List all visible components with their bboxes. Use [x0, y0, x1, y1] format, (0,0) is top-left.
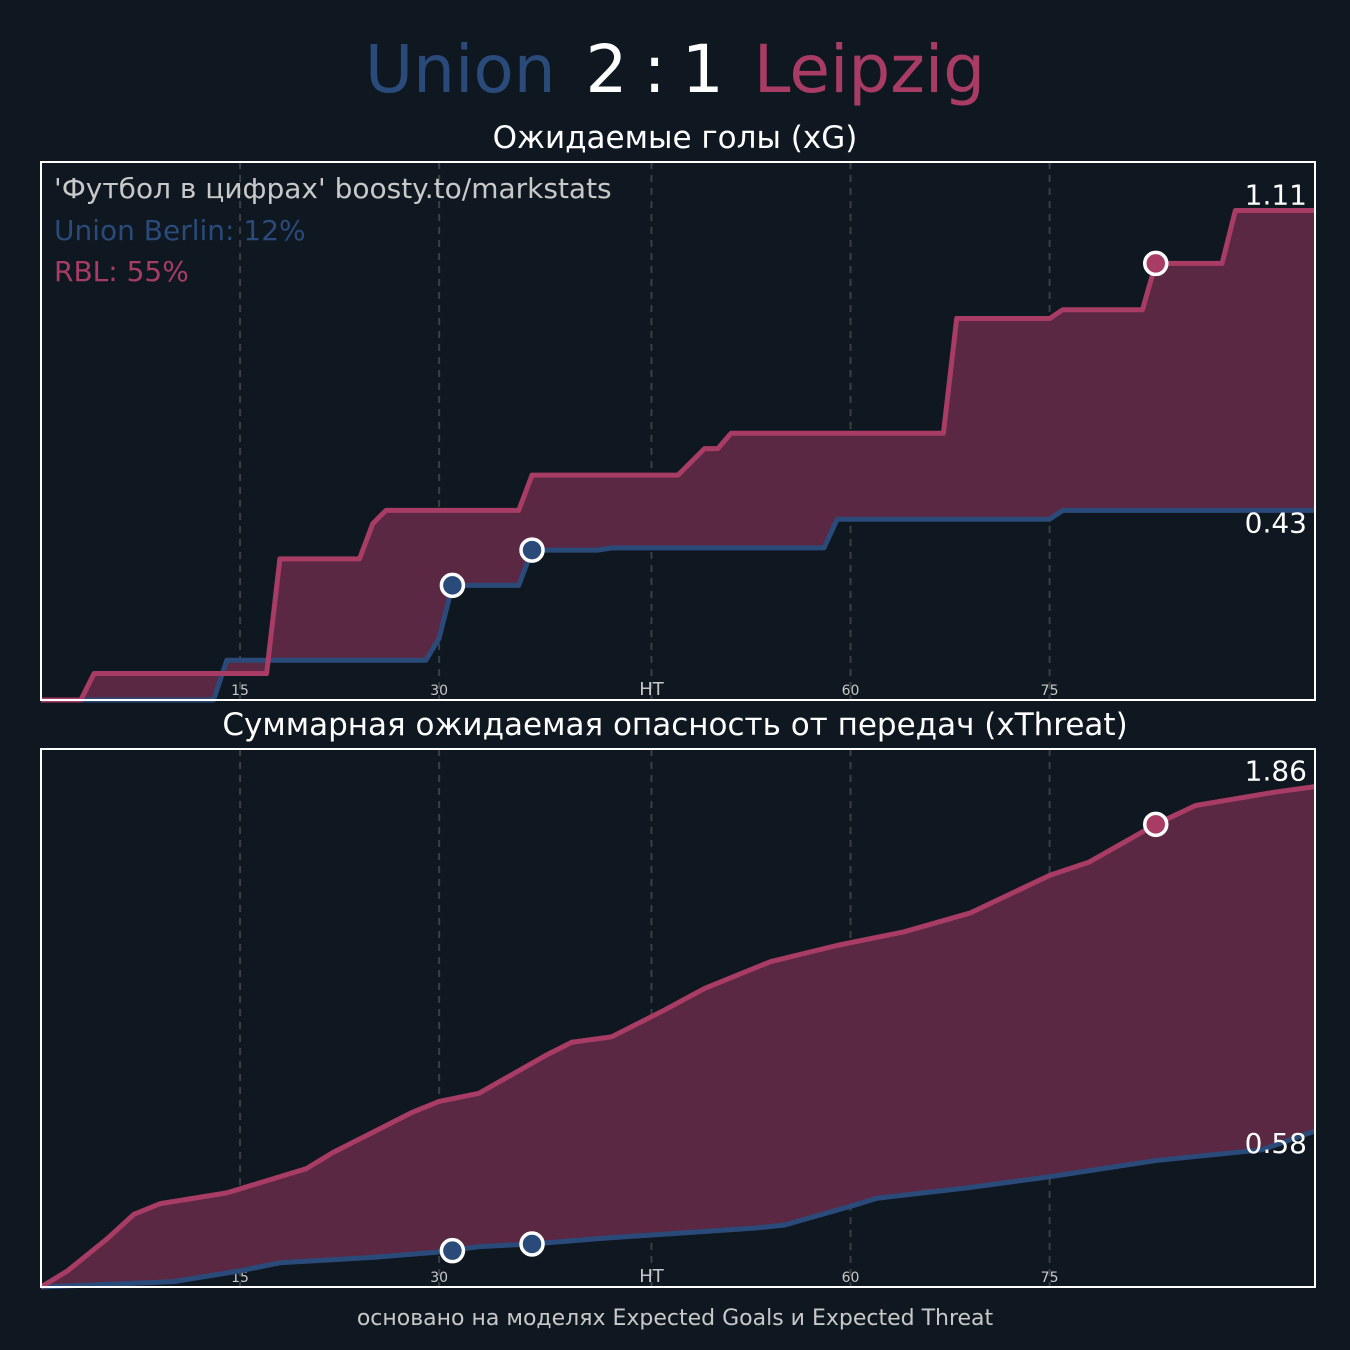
- xt-area-between: [41, 786, 1315, 1287]
- xg-away-goal-marker: [1143, 250, 1169, 277]
- away-win-probability: RBL: 55%: [54, 255, 189, 288]
- xg-home-goal-marker: [439, 572, 466, 599]
- xg-area-between: [41, 210, 1315, 701]
- away-score: 1: [681, 31, 724, 108]
- home-win-probability: Union Berlin: 12%: [54, 214, 306, 247]
- xt-away-line: [39, 784, 1316, 1290]
- away-team-name: Leipzig: [753, 31, 986, 108]
- match-header: Union 2:1 Leipzig: [0, 22, 1350, 118]
- score: 2:1: [586, 22, 724, 118]
- xg-home-goal-marker: [519, 537, 545, 563]
- xt-chart-title: Суммарная ожидаемая опасность от передач…: [222, 707, 1128, 743]
- xg-frame: [40, 161, 1316, 701]
- xg-x-tick-label: HT: [639, 679, 665, 700]
- xt-frame: [40, 748, 1316, 1288]
- xt-home-line: [40, 1128, 1316, 1290]
- xg-away-end-label: 1.11: [1245, 179, 1307, 212]
- xg-chart: 15 30 HT 60 75 1.11 0.43 'Футбол в цифрах' boos…: [40, 161, 1316, 703]
- xt-home-goal-marker: [519, 1231, 545, 1257]
- xt-chart: 15 30 HT 60 751.860.58: [39, 748, 1316, 1290]
- home-team-name: Union: [364, 31, 556, 108]
- xg-x-tick-label: 75: [1041, 683, 1059, 699]
- home-score: 2: [585, 31, 628, 108]
- xt-x-tick-label: 60: [842, 1270, 860, 1286]
- xg-chart-title: Ожидаемые голы (xG): [492, 120, 858, 156]
- xt-x-tick-label: HT: [639, 1266, 665, 1287]
- score-separator: :: [643, 31, 666, 108]
- xt-home-end-label: 0.58: [1245, 1127, 1307, 1160]
- xg-x-tick-label: 60: [842, 683, 860, 699]
- xt-x-tick-label: 30: [430, 1270, 448, 1286]
- xt-away-goal-marker: [1143, 811, 1169, 838]
- xg-away-line: [41, 208, 1315, 703]
- source-note: 'Футбол в цифрах' boosty.to/markstats: [54, 172, 612, 205]
- xg-x-tick-label: 15: [231, 683, 249, 699]
- xg-home-end-label: 0.43: [1245, 506, 1307, 539]
- xt-home-goal-marker: [439, 1237, 466, 1264]
- footer-note: основано на моделях Expected Goals и Exp…: [356, 1306, 994, 1331]
- xt-x-tick-label: 75: [1041, 1270, 1059, 1286]
- xg-x-tick-label: 30: [430, 683, 448, 699]
- xt-away-end-label: 1.86: [1245, 755, 1307, 788]
